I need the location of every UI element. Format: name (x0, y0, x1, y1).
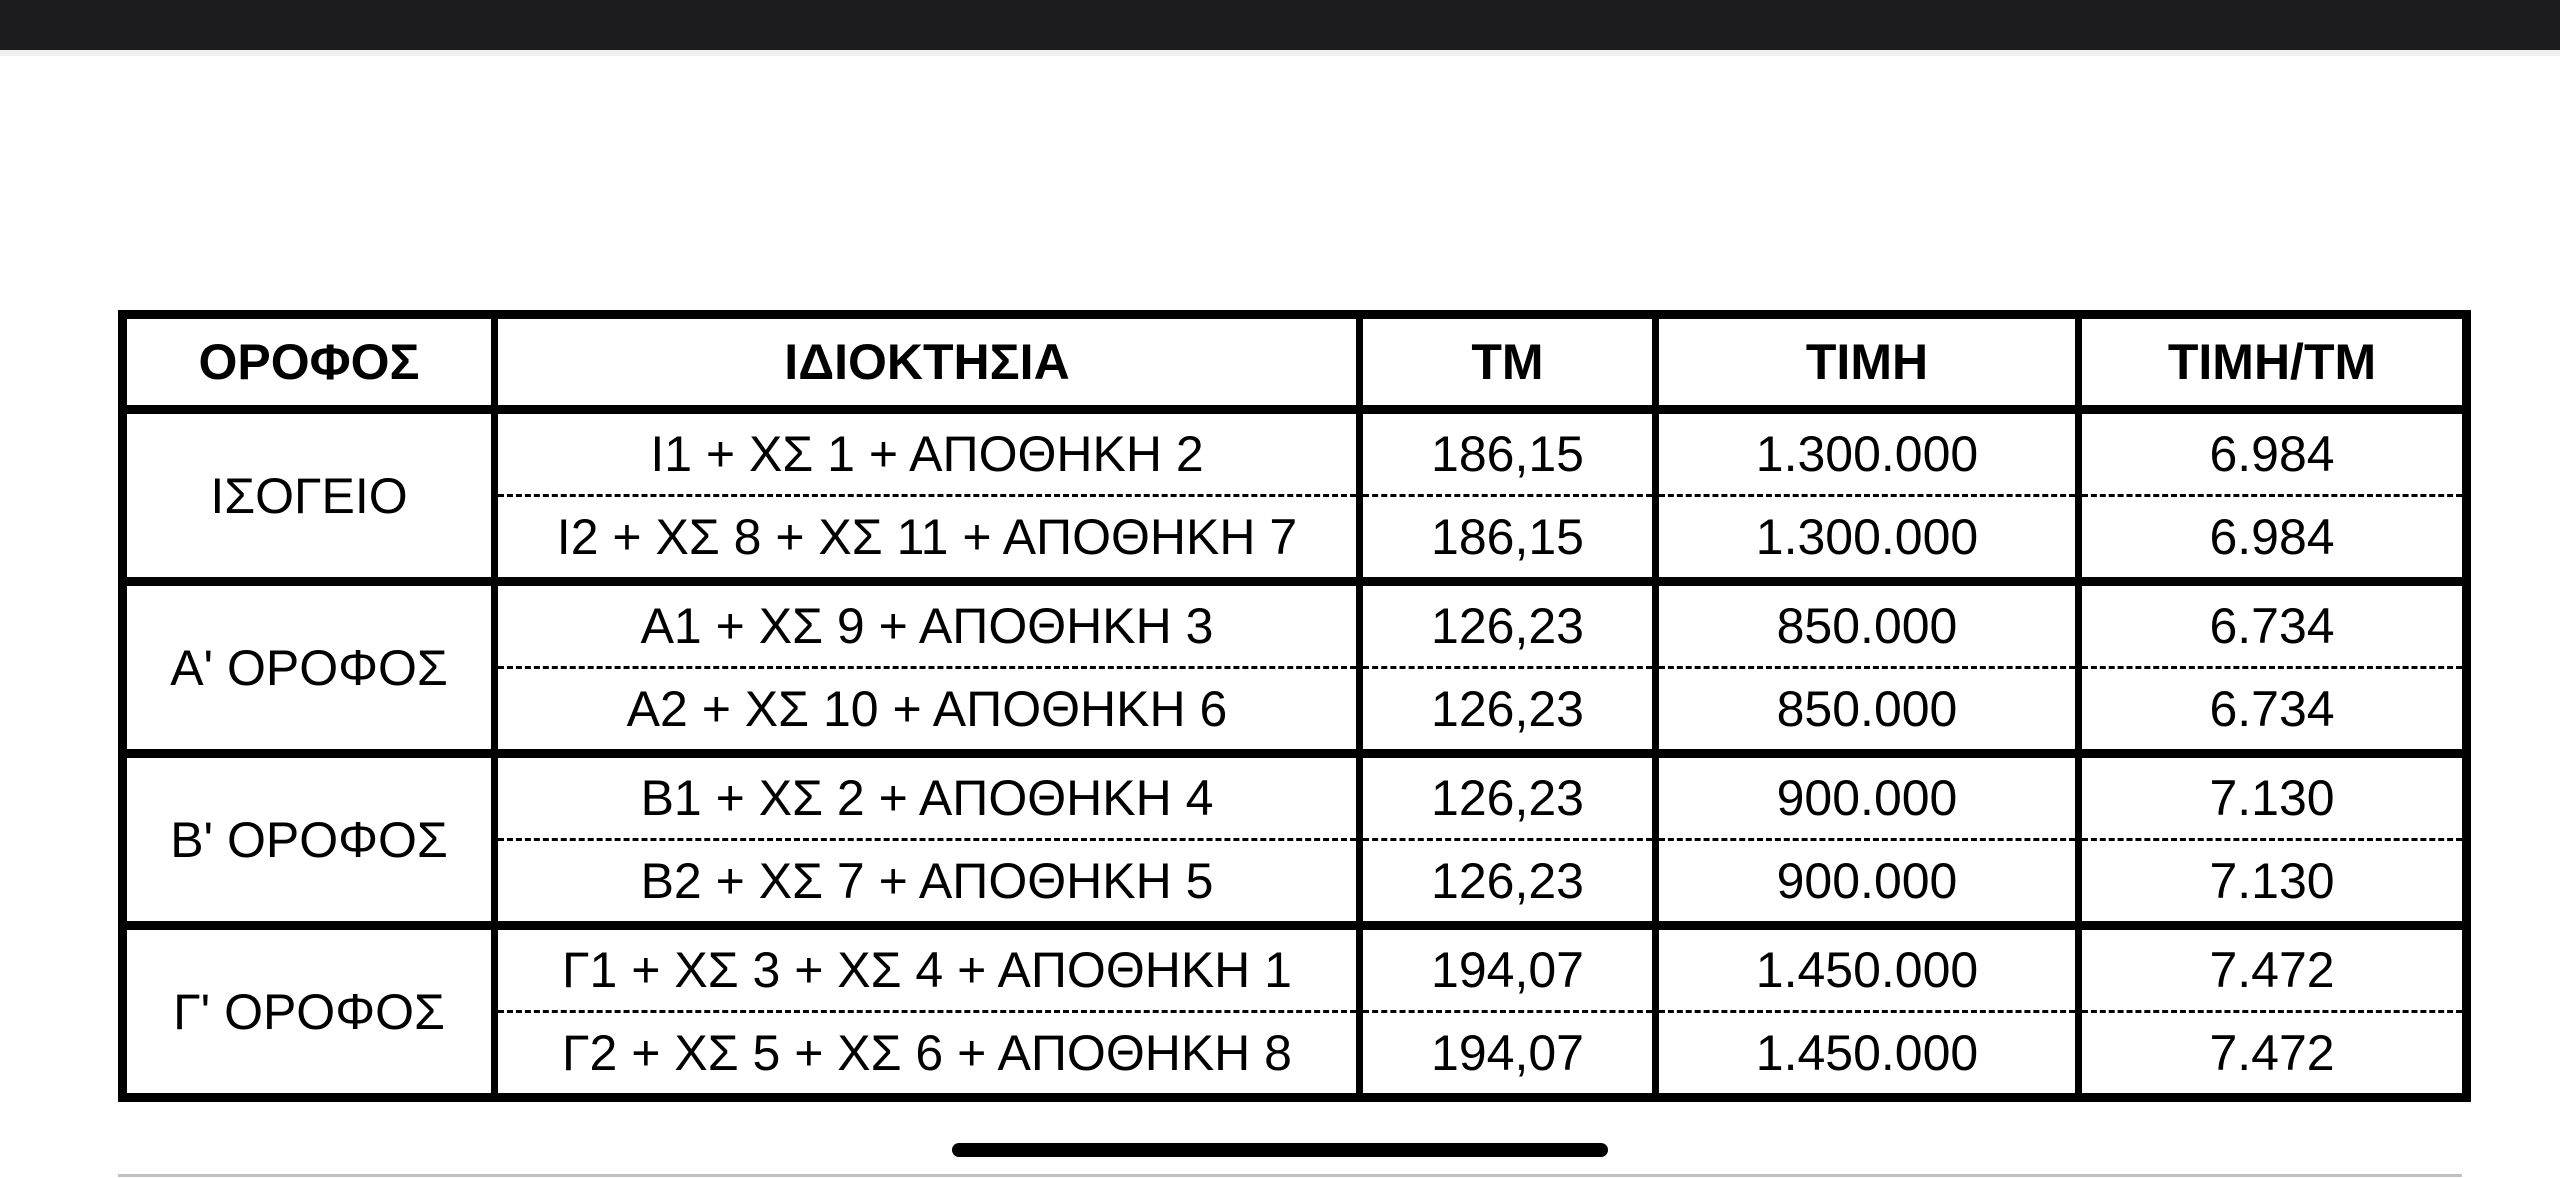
header-sqm: ΤΜ (1356, 314, 1659, 414)
sqm-cell: 126,23 (1356, 667, 1659, 758)
table-row: Γ' ΟΡΟΦΟΣ Γ1 + ΧΣ 3 + ΧΣ 4 + ΑΠΟΘΗΚΗ 1 194… (119, 921, 2470, 1102)
price-cell: 900.000 (1652, 839, 2082, 930)
table-row: Β' ΟΡΟΦΟΣ Β1 + ΧΣ 2 + ΑΠΟΘΗΚΗ 4 126,23 900.… (119, 749, 2470, 930)
price-cell: 1.300.000 (1652, 495, 2082, 586)
property-cell: Ι1 + ΧΣ 1 + ΑΠΟΘΗΚΗ 2 (491, 405, 1363, 497)
floor-cell: Γ' ΟΡΟΦΟΣ (119, 921, 498, 1102)
table-row: Α2 + ΧΣ 10 + ΑΠΟΘΗΚΗ 6 126,23 850.000 6.734 (123, 667, 2470, 758)
home-indicator[interactable] (952, 1143, 1608, 1157)
table-row: Ι2 + ΧΣ 8 + ΧΣ 11 + ΑΠΟΘΗΚΗ 7 186,15 1.300… (123, 495, 2470, 586)
price-cell: 1.450.000 (1652, 921, 2082, 1013)
property-cell: Γ2 + ΧΣ 5 + ΧΣ 6 + ΑΠΟΘΗΚΗ 8 (491, 1011, 1363, 1102)
price-per-sqm-cell: 6.984 (2075, 405, 2470, 497)
price-per-sqm-cell: 6.734 (2075, 577, 2470, 669)
property-cell: Β1 + ΧΣ 2 + ΑΠΟΘΗΚΗ 4 (491, 749, 1363, 841)
top-status-bar (0, 0, 2560, 50)
price-cell: 1.300.000 (1652, 405, 2082, 497)
header-property: ΙΔΙΟΚΤΗΣΙΑ (491, 314, 1363, 414)
price-per-sqm-cell: 7.130 (2075, 749, 2470, 841)
table-row: Β2 + ΧΣ 7 + ΑΠΟΘΗΚΗ 5 126,23 900.000 7.130 (123, 839, 2470, 930)
property-cell: Β2 + ΧΣ 7 + ΑΠΟΘΗΚΗ 5 (491, 839, 1363, 930)
price-cell: 850.000 (1652, 577, 2082, 669)
floor-cell: Α' ΟΡΟΦΟΣ (119, 577, 498, 758)
table-row: Γ2 + ΧΣ 5 + ΧΣ 6 + ΑΠΟΘΗΚΗ 8 194,07 1.450.… (123, 1011, 2470, 1102)
table-row: Α' ΟΡΟΦΟΣ Α1 + ΧΣ 9 + ΑΠΟΘΗΚΗ 3 126,23 850.… (119, 577, 2470, 758)
bottom-divider (118, 1174, 2462, 1177)
price-cell: 1.450.000 (1652, 1011, 2082, 1102)
sqm-cell: 186,15 (1356, 495, 1659, 586)
sqm-cell: 186,15 (1356, 405, 1659, 497)
floor-cell: Β' ΟΡΟΦΟΣ (119, 749, 498, 930)
price-cell: 900.000 (1652, 749, 2082, 841)
property-cell: Γ1 + ΧΣ 3 + ΧΣ 4 + ΑΠΟΘΗΚΗ 1 (491, 921, 1363, 1013)
price-per-sqm-cell: 7.472 (2075, 1011, 2470, 1102)
price-table: ΟΡΟΦΟΣ ΙΔΙΟΚΤΗΣΙΑ ΤΜ ΤΙΜΗ ΤΙΜΗ/ΤΜ ΙΣΟΓΕΙ… (118, 310, 2471, 1102)
table-row: ΙΣΟΓΕΙΟ Ι1 + ΧΣ 1 + ΑΠΟΘΗΚΗ 2 186,15 1.300.… (119, 405, 2470, 586)
sqm-cell: 126,23 (1356, 749, 1659, 841)
header-price-per-sqm: ΤΙΜΗ/ΤΜ (2075, 314, 2470, 414)
sqm-cell: 194,07 (1356, 921, 1659, 1013)
sqm-cell: 194,07 (1356, 1011, 1659, 1102)
price-per-sqm-cell: 6.984 (2075, 495, 2470, 586)
header-price: ΤΙΜΗ (1652, 314, 2082, 414)
price-per-sqm-cell: 6.734 (2075, 667, 2470, 758)
property-cell: Α2 + ΧΣ 10 + ΑΠΟΘΗΚΗ 6 (491, 667, 1363, 758)
header-row: ΟΡΟΦΟΣ ΙΔΙΟΚΤΗΣΙΑ ΤΜ ΤΙΜΗ ΤΙΜΗ/ΤΜ (119, 314, 2470, 414)
sqm-cell: 126,23 (1356, 839, 1659, 930)
top-bar-shadow (0, 50, 2560, 56)
price-cell: 850.000 (1652, 667, 2082, 758)
property-cell: Α1 + ΧΣ 9 + ΑΠΟΘΗΚΗ 3 (491, 577, 1363, 669)
floor-cell: ΙΣΟΓΕΙΟ (119, 405, 498, 586)
header-floor: ΟΡΟΦΟΣ (119, 314, 498, 414)
price-per-sqm-cell: 7.472 (2075, 921, 2470, 1013)
price-per-sqm-cell: 7.130 (2075, 839, 2470, 930)
property-cell: Ι2 + ΧΣ 8 + ΧΣ 11 + ΑΠΟΘΗΚΗ 7 (491, 495, 1363, 586)
sqm-cell: 126,23 (1356, 577, 1659, 669)
